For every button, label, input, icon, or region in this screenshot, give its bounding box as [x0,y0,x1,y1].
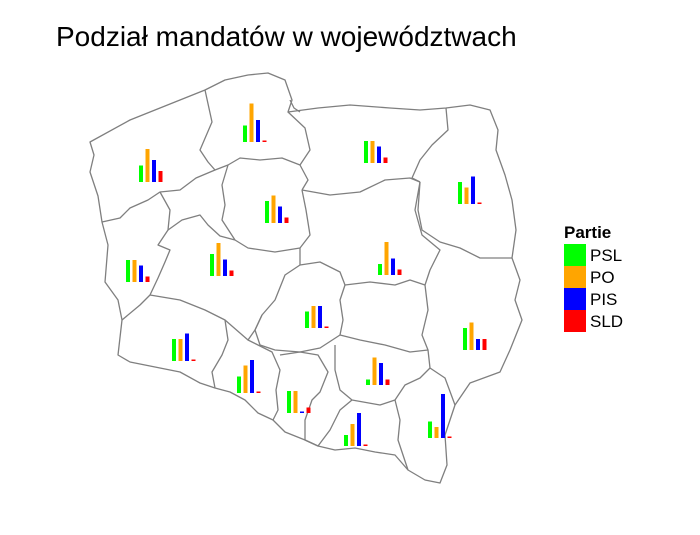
border-19 [394,399,409,471]
bar-region-8-pis [139,265,143,282]
bar-region-6-po [216,243,221,276]
bar-region-8-psl [126,260,130,282]
bar-region-1-sld [262,140,267,142]
legend-label-pis: PIS [590,290,617,309]
bar-region-14-sld [363,444,368,446]
bar-region-15-po [434,427,439,438]
border-7 [221,164,311,253]
bar-region-5-sld [284,217,289,223]
bar-region-16-po [372,357,377,385]
bar-region-3-po [370,141,375,163]
legend-label-po: PO [590,268,615,287]
legend-swatch-po [564,266,586,288]
legend-swatch-psl [564,244,586,266]
bar-region-11-po [469,322,474,350]
bar-region-10-po [178,339,183,361]
border-21 [289,99,301,113]
legend: Partie PSL PO PIS SLD [564,223,623,332]
bar-region-5-pis [278,206,282,223]
border-15 [211,319,229,389]
legend-title: Partie [564,223,611,242]
bar-region-1-psl [243,125,247,142]
bar-region-6-psl [210,254,214,276]
border-20 [304,399,353,447]
border-3 [287,111,311,166]
bar-region-1-po [249,103,254,142]
border-13 [414,181,456,406]
bar-region-12-po [243,365,248,393]
border-6 [417,181,512,259]
border-17 [279,351,329,440]
bar-region-13-psl [287,391,291,413]
bar-region-3-pis [377,146,381,163]
bar-region-16-psl [366,379,370,385]
bar-region-15-pis [441,394,445,438]
border-16 [247,339,281,421]
legend-swatch-sld [564,310,586,332]
border-8 [121,191,171,321]
bar-region-12-psl [237,376,241,393]
border-14 [344,279,426,286]
bar-region-2-psl [139,165,143,182]
bar-region-7-sld [397,269,402,275]
bar-region-8-sld [145,276,150,282]
map-borders [89,72,523,484]
bar-region-4-pis [471,176,475,204]
border-18 [334,345,431,406]
bar-region-9-psl [305,311,309,328]
bar-region-5-po [271,195,276,223]
bar-region-10-psl [172,339,176,361]
bar-region-10-sld [191,359,196,361]
bar-region-9-sld [324,326,329,328]
bar-region-9-pis [318,306,322,328]
bar-region-3-psl [364,141,368,163]
border-4 [301,177,421,196]
border-9 [167,214,236,241]
bar-region-11-sld [482,339,487,350]
bar-region-11-psl [463,328,467,350]
bar-region-16-pis [379,363,383,385]
bar-region-4-po [464,187,469,204]
bar-region-15-psl [428,421,432,438]
border-2 [214,157,309,191]
border-12 [254,314,429,353]
bar-region-7-po [384,242,389,275]
bars-layer [126,103,487,446]
bar-region-13-po [293,391,298,413]
bar-region-10-pis [185,333,189,361]
bar-region-13-pis [300,411,304,413]
bar-region-7-psl [378,264,382,275]
bar-region-9-po [311,306,316,328]
bar-region-13-sld [306,407,311,413]
bar-region-12-sld [256,391,261,393]
border-1 [101,89,216,223]
legend-swatch-pis [564,288,586,310]
bar-region-16-sld [385,379,390,385]
bar-region-6-sld [229,270,234,276]
bar-region-5-psl [265,201,269,223]
bar-region-3-sld [383,157,388,163]
bar-region-6-pis [223,259,227,276]
bar-region-4-psl [458,182,462,204]
bar-region-2-sld [158,171,163,182]
bar-region-4-sld [477,202,482,204]
bar-region-15-sld [447,436,452,438]
legend-label-psl: PSL [590,246,622,265]
bar-region-14-po [350,424,355,446]
border-5 [411,107,449,183]
bar-region-14-psl [344,435,348,446]
chart-title: Podział mandatów w województwach [56,21,517,52]
bar-region-8-po [132,260,137,282]
bar-region-12-pis [250,360,254,393]
legend-label-sld: SLD [590,312,623,331]
bar-region-2-po [145,149,150,182]
bar-region-14-pis [357,413,361,446]
bar-region-7-pis [391,258,395,275]
bar-region-11-pis [476,339,480,350]
bar-region-2-pis [152,160,156,182]
bar-region-1-pis [256,120,260,142]
